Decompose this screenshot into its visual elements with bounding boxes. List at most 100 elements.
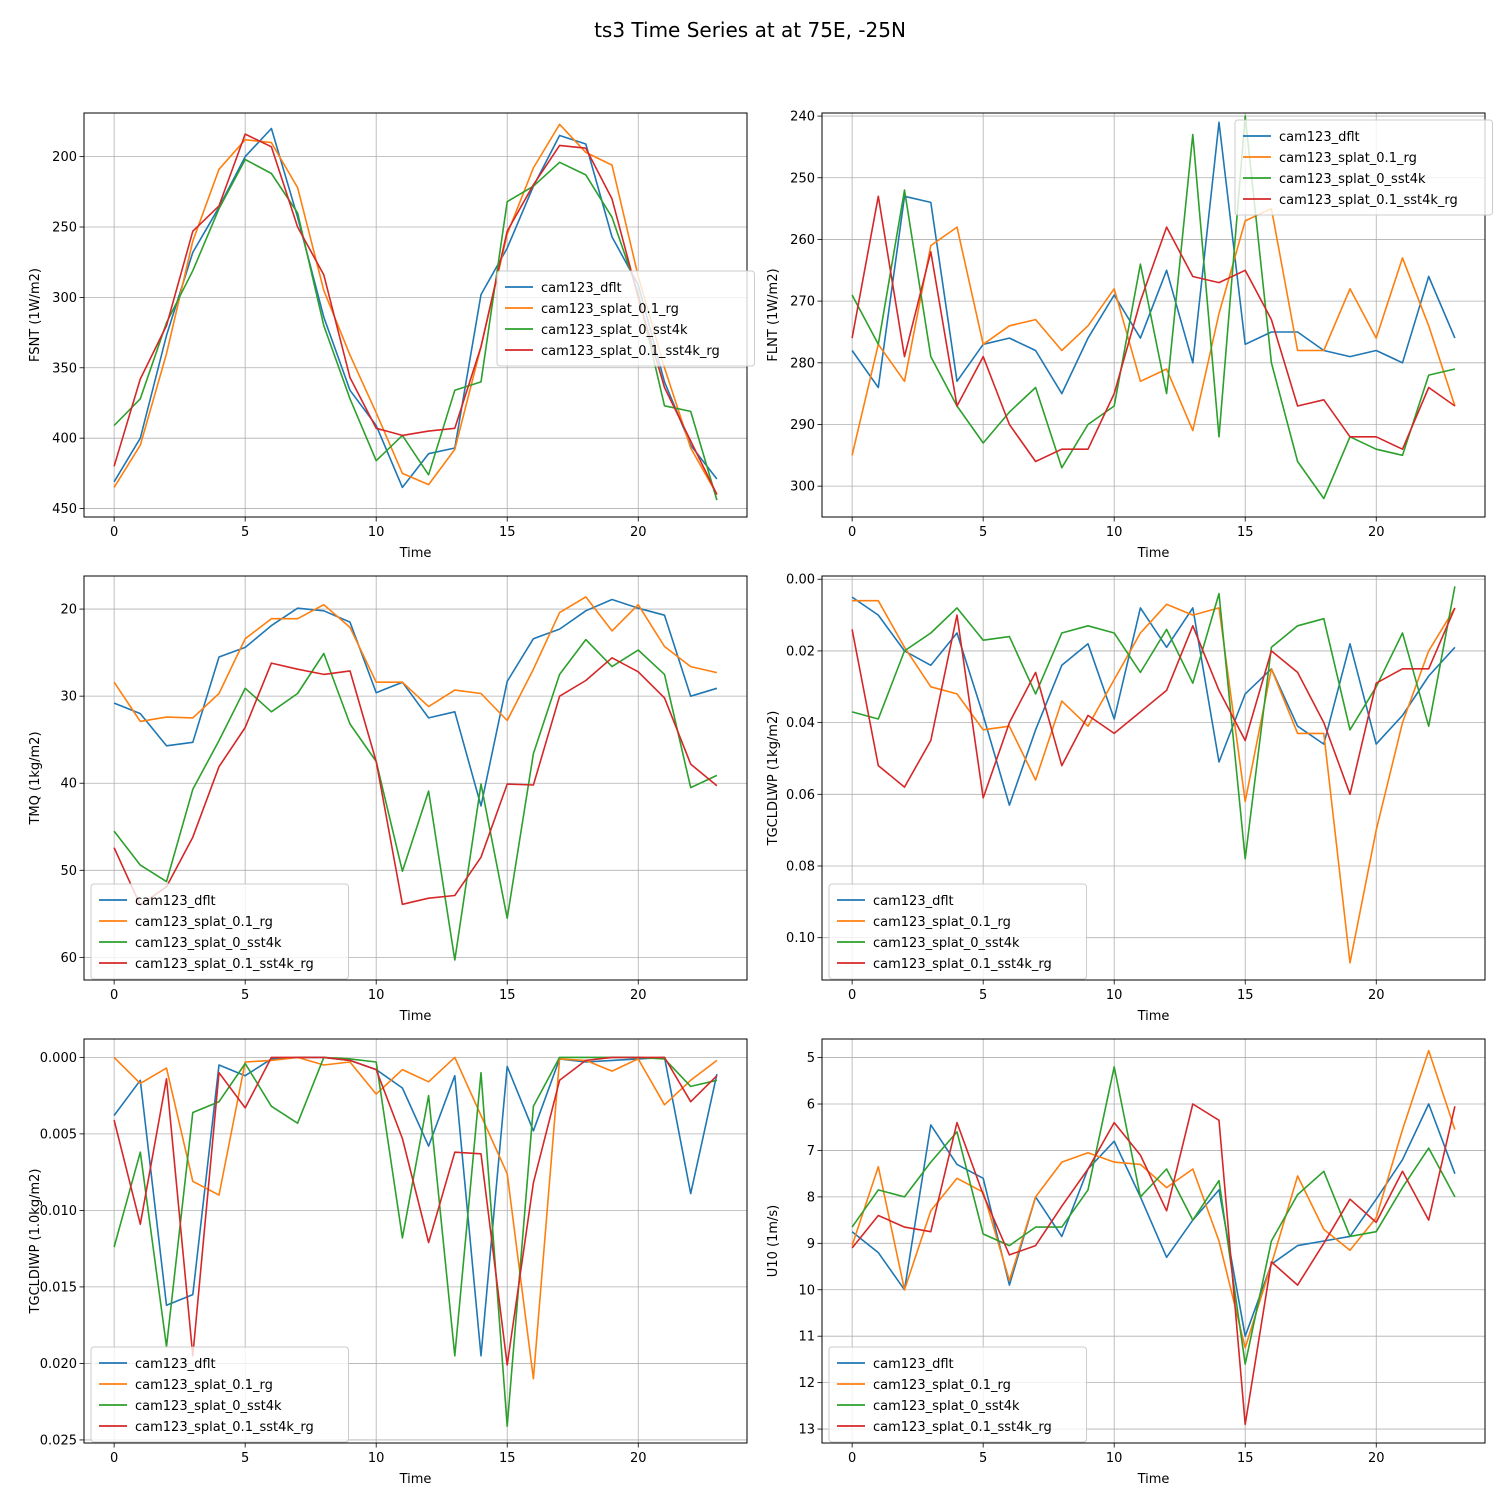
y-axis-label: FSNT (1W/m2)	[28, 268, 43, 362]
y-tick-label: 0.04	[786, 716, 815, 731]
y-tick-label: 280	[790, 356, 815, 371]
y-tick-label: 300	[790, 480, 815, 495]
y-tick-label: 0.06	[786, 788, 815, 803]
x-axis-label: Time	[399, 1472, 432, 1487]
series-line-cam123_splat_0.1_sst4k_rg	[113, 133, 718, 495]
y-tick-label: 7	[807, 1144, 815, 1159]
y-tick-label: 260	[790, 233, 815, 248]
y-tick-label: 350	[52, 361, 77, 376]
y-axis-label: U10 (1m/s)	[766, 1205, 781, 1277]
chart-panel-2: 0 5 10 15 20 240 250 260 270 280 290 300 Time FLNT (1…	[766, 110, 1493, 561]
y-tick-label: 0.08	[786, 860, 815, 875]
x-tick-label: 0	[848, 988, 856, 1003]
x-tick-label: 0	[848, 525, 856, 540]
legend-label: cam123_dflt	[135, 894, 216, 909]
x-tick-label: 10	[368, 988, 385, 1003]
y-tick-label: 30	[60, 690, 77, 705]
legend: cam123_dflt cam123_splat_0.1_rg cam123_spl…	[496, 270, 755, 367]
y-tick-label: 5	[807, 1051, 815, 1066]
x-tick-label: 20	[630, 1451, 647, 1466]
y-tick-label: 0.10	[786, 931, 815, 946]
series-line-cam123_splat_0.1_rg	[113, 596, 718, 723]
y-tick-label: 8	[807, 1190, 815, 1205]
x-tick-label: 5	[979, 1451, 987, 1466]
series-line-cam123_splat_0_sst4k	[113, 158, 718, 501]
series-line-cam123_splat_0.1_rg	[851, 207, 1456, 456]
y-tick-label: 0.020	[40, 1357, 77, 1372]
x-tick-label: 15	[499, 1451, 516, 1466]
y-tick-label: 0.000	[40, 1051, 77, 1066]
x-tick-label: 10	[368, 1451, 385, 1466]
legend-box	[90, 1346, 349, 1443]
y-tick-label: 250	[52, 221, 77, 236]
y-tick-label: 240	[790, 110, 815, 125]
y-tick-label: 0.025	[40, 1433, 77, 1448]
legend-label: cam123_splat_0.1_rg	[873, 1378, 1011, 1393]
legend-label: cam123_splat_0.1_sst4k_rg	[541, 344, 720, 359]
axes-frame	[821, 575, 1486, 981]
chart-panel-6: 0 5 10 15 20 5 6 7 8 9 10 11 12 13 Time U10 (1m/s) cam12…	[766, 1038, 1486, 1487]
legend-label: cam123_splat_0.1_rg	[873, 915, 1011, 930]
legend-label: cam123_splat_0.1_sst4k_rg	[873, 957, 1052, 972]
x-tick-label: 10	[1106, 988, 1123, 1003]
legend-label: cam123_splat_0.1_rg	[541, 302, 679, 317]
y-tick-label: 0.02	[786, 644, 815, 659]
figure-title: ts3 Time Series at at 75E, -25N	[594, 18, 906, 42]
x-tick-label: 5	[241, 1451, 249, 1466]
x-tick-label: 0	[848, 1451, 856, 1466]
legend-box	[496, 270, 755, 367]
series-line-cam123_splat_0.1_sst4k_rg	[851, 1103, 1456, 1426]
y-tick-label: 290	[790, 418, 815, 433]
x-tick-label: 15	[499, 988, 516, 1003]
x-tick-label: 10	[368, 525, 385, 540]
y-axis-label: TGCLDLWP (1kg/m2)	[766, 711, 781, 847]
y-tick-label: 0.005	[40, 1127, 77, 1142]
series-line-cam123_splat_0.1_sst4k_rg	[113, 1056, 718, 1366]
y-tick-label: 9	[807, 1237, 815, 1252]
x-axis-label: Time	[1137, 546, 1170, 561]
x-tick-label: 5	[979, 525, 987, 540]
series-line-cam123_dflt	[851, 1103, 1456, 1337]
y-tick-label: 0.010	[40, 1204, 77, 1219]
legend-label: cam123_dflt	[1279, 130, 1360, 145]
legend-label: cam123_splat_0.1_sst4k_rg	[135, 1420, 314, 1435]
axes-frame	[83, 575, 748, 981]
legend-box	[1234, 119, 1493, 216]
legend-label: cam123_splat_0.1_sst4k_rg	[1279, 193, 1458, 208]
chart-panel-1: 0 5 10 15 20 200 250 300 350 400 450 Time FSNT (1W/m…	[28, 112, 755, 561]
x-tick-label: 15	[1237, 525, 1254, 540]
x-tick-label: 5	[241, 988, 249, 1003]
series-line-cam123_dflt	[113, 598, 718, 807]
x-tick-label: 20	[1368, 988, 1385, 1003]
legend-label: cam123_dflt	[135, 1357, 216, 1372]
y-tick-label: 270	[790, 295, 815, 310]
series-line-cam123_splat_0.1_rg	[852, 599, 1456, 964]
series-line-cam123_splat_0.1_rg	[851, 1049, 1456, 1349]
x-tick-label: 15	[1237, 988, 1254, 1003]
series-line-cam123_dflt	[851, 121, 1456, 395]
legend-label: cam123_dflt	[541, 281, 622, 296]
y-tick-label: 300	[52, 291, 77, 306]
y-axis-label: FLNT (1W/m2)	[766, 268, 781, 361]
axes-frame	[821, 112, 1486, 518]
legend-label: cam123_splat_0.1_sst4k_rg	[135, 957, 314, 972]
legend-label: cam123_splat_0_sst4k	[541, 323, 688, 338]
legend-label: cam123_splat_0.1_rg	[1279, 151, 1417, 166]
x-axis-label: Time	[1137, 1472, 1170, 1487]
legend: cam123_dflt cam123_splat_0.1_rg cam123_spl…	[828, 1346, 1087, 1443]
y-axis-label: TMQ (1kg/m2)	[28, 731, 43, 825]
x-tick-label: 20	[1368, 1451, 1385, 1466]
legend-label: cam123_splat_0.1_sst4k_rg	[873, 1420, 1052, 1435]
chart-panel-3: 0 5 10 15 20 20 30 40 50 60 Time TMQ (1kg/m2) cam123…	[28, 575, 748, 1024]
axes-frame	[83, 1038, 748, 1444]
x-axis-label: Time	[1137, 1009, 1170, 1024]
y-tick-label: 0.00	[786, 573, 815, 588]
y-tick-label: 6	[807, 1098, 815, 1113]
series-line-cam123_dflt	[113, 127, 718, 489]
y-tick-label: 0.015	[40, 1280, 77, 1295]
legend-label: cam123_splat_0.1_rg	[135, 915, 273, 930]
series-line-cam123_splat_0_sst4k	[851, 586, 1456, 860]
legend: cam123_dflt cam123_splat_0.1_rg cam123_spl…	[1234, 119, 1493, 216]
legend: cam123_dflt cam123_splat_0.1_rg cam123_spl…	[828, 883, 1087, 980]
